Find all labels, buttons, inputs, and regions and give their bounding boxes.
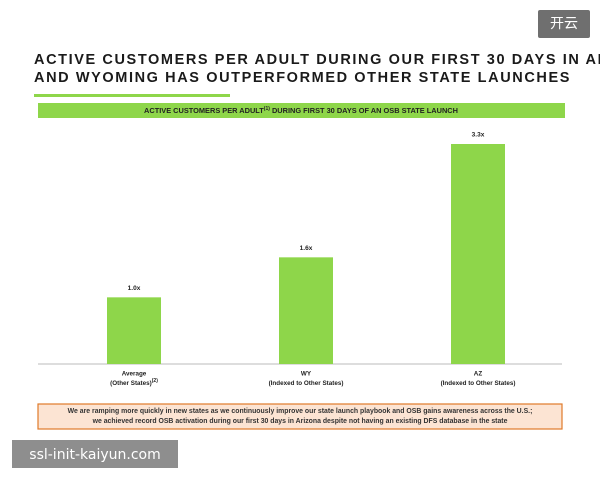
chart-title: ACTIVE CUSTOMERS PER ADULT DURING OUR FI… <box>34 52 600 68</box>
subtitle-text: DURING FIRST 30 DAYS OF AN OSB STATE LAU… <box>270 106 458 115</box>
bar <box>107 297 161 364</box>
brand-badge <box>538 10 590 38</box>
watermark: ssl-init-kaiyun.com <box>29 447 160 463</box>
footnote-mark: (1) <box>264 106 270 112</box>
subtitle-banner <box>38 103 565 118</box>
value-label: 3.3x <box>472 132 485 139</box>
footnote-mark: (2) <box>152 378 158 384</box>
value-label: 1.0x <box>128 285 141 292</box>
x-tick-sublabel: (Other States)(2) <box>110 378 158 386</box>
note-line: we achieved record OSB activation during… <box>92 418 508 425</box>
x-tick-label: AZ <box>474 371 483 378</box>
note-line: We are ramping more quickly in new state… <box>68 408 533 415</box>
x-tick-label: Average <box>122 371 147 378</box>
x-tick-sublabel: (Indexed to Other States) <box>441 380 516 387</box>
bar <box>451 144 505 364</box>
sublabel-text: (Indexed to Other States) <box>441 380 516 387</box>
note-box <box>37 403 563 430</box>
watermark-box <box>12 440 178 468</box>
x-tick-sublabel: (Indexed to Other States) <box>269 380 344 387</box>
x-tick-label: WY <box>301 371 312 378</box>
sublabel-text: (Indexed to Other States) <box>269 380 344 387</box>
title-underline <box>34 94 230 97</box>
chart-subtitle: ACTIVE CUSTOMERS PER ADULT(1) DURING FIR… <box>144 106 458 115</box>
value-label: 1.6x <box>300 245 313 252</box>
brand-text: 开云 <box>550 16 578 32</box>
bar <box>279 257 333 364</box>
sublabel-text: (Other States) <box>110 380 152 387</box>
chart-title: AND WYOMING HAS OUTPERFORMED OTHER STATE… <box>34 70 571 86</box>
subtitle-text: ACTIVE CUSTOMERS PER ADULT <box>144 106 264 115</box>
